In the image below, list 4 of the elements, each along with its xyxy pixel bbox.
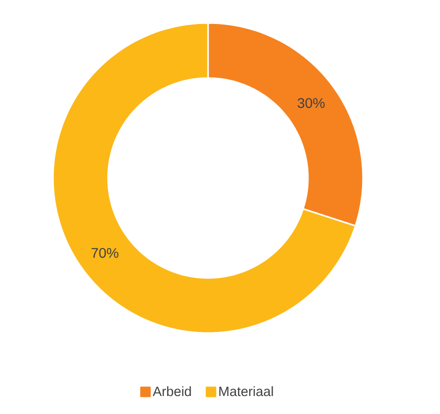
data-label: 70% (92, 248, 118, 258)
legend-label: Arbeid (152, 386, 191, 396)
legend-label: Materiaal (219, 386, 273, 396)
data-label: 30% (298, 98, 325, 108)
